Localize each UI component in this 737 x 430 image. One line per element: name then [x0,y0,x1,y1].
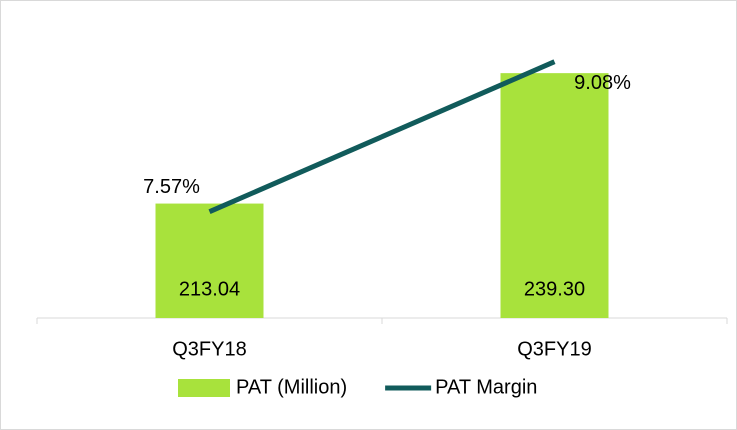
x-tick-label: Q3FY18 [172,338,246,360]
bar-value-label: 239.30 [524,278,585,300]
bar-value-label: 213.04 [179,278,240,300]
x-tick-label: Q3FY19 [517,338,591,360]
line-value-label: 7.57% [143,176,200,198]
bar [155,203,264,318]
legend-swatch [178,379,230,397]
legend-label: PAT (Million) [236,376,347,398]
line-value-label: 9.08% [574,72,631,94]
legend-label: PAT Margin [435,376,537,398]
line [208,59,556,215]
bar [500,73,609,318]
